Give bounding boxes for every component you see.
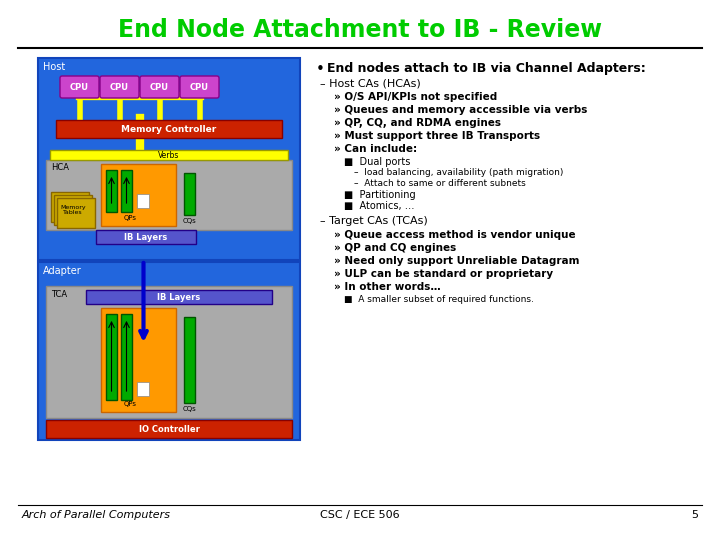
Text: IB Layers: IB Layers [158, 293, 201, 301]
FancyBboxPatch shape [137, 194, 149, 208]
Text: » Can include:: » Can include: [334, 144, 417, 154]
FancyBboxPatch shape [184, 317, 195, 403]
Text: » O/S API/KPIs not specified: » O/S API/KPIs not specified [334, 92, 498, 102]
FancyBboxPatch shape [38, 58, 300, 260]
FancyBboxPatch shape [60, 76, 99, 98]
Text: CPU: CPU [70, 83, 89, 91]
FancyBboxPatch shape [46, 160, 292, 230]
Text: ■  Dual ports: ■ Dual ports [344, 157, 410, 167]
Text: Arch of Parallel Computers: Arch of Parallel Computers [22, 510, 171, 520]
Text: End Node Attachment to IB - Review: End Node Attachment to IB - Review [118, 18, 602, 42]
Text: IO Controller: IO Controller [138, 424, 199, 434]
Text: CPU: CPU [190, 83, 209, 91]
Text: –  load balancing, availability (path migration): – load balancing, availability (path mig… [354, 168, 563, 177]
Text: Adapter: Adapter [43, 266, 82, 276]
FancyBboxPatch shape [106, 314, 117, 400]
Text: – Target CAs (TCAs): – Target CAs (TCAs) [320, 216, 428, 226]
FancyBboxPatch shape [101, 164, 176, 226]
Text: CQs: CQs [183, 406, 197, 412]
Text: ■  Atomics, …: ■ Atomics, … [344, 201, 415, 211]
Text: Host: Host [43, 62, 66, 72]
FancyBboxPatch shape [121, 314, 132, 400]
Text: Memory Controller: Memory Controller [122, 125, 217, 133]
Text: ■  A smaller subset of required functions.: ■ A smaller subset of required functions… [344, 295, 534, 304]
FancyBboxPatch shape [86, 290, 272, 304]
FancyBboxPatch shape [100, 76, 139, 98]
FancyBboxPatch shape [184, 173, 195, 215]
FancyBboxPatch shape [46, 286, 292, 418]
FancyBboxPatch shape [121, 170, 132, 212]
Text: CPU: CPU [150, 83, 169, 91]
FancyBboxPatch shape [96, 230, 196, 244]
Text: HCA: HCA [51, 163, 69, 172]
Text: » In other words…: » In other words… [334, 282, 441, 292]
Text: » Need only support Unreliable Datagram: » Need only support Unreliable Datagram [334, 256, 580, 266]
Text: QPs: QPs [124, 401, 137, 407]
FancyBboxPatch shape [54, 195, 92, 225]
Text: CQs: CQs [183, 218, 197, 224]
Text: CSC / ECE 506: CSC / ECE 506 [320, 510, 400, 520]
FancyBboxPatch shape [50, 150, 288, 160]
Text: 5: 5 [691, 510, 698, 520]
FancyBboxPatch shape [180, 76, 219, 98]
Text: CPU: CPU [110, 83, 129, 91]
Text: •: • [316, 62, 325, 77]
Text: » Queues and memory accessible via verbs: » Queues and memory accessible via verbs [334, 105, 588, 115]
FancyBboxPatch shape [51, 192, 89, 222]
Text: – Host CAs (HCAs): – Host CAs (HCAs) [320, 78, 420, 88]
FancyBboxPatch shape [56, 120, 282, 138]
FancyBboxPatch shape [137, 382, 149, 396]
Text: ■  Partitioning: ■ Partitioning [344, 190, 415, 200]
Text: TCA: TCA [51, 290, 67, 299]
Text: » Queue access method is vendor unique: » Queue access method is vendor unique [334, 230, 575, 240]
Text: QPs: QPs [124, 215, 137, 221]
Text: » Must support three IB Transports: » Must support three IB Transports [334, 131, 540, 141]
Text: –  Attach to same or different subnets: – Attach to same or different subnets [354, 179, 526, 188]
Text: End nodes attach to IB via Channel Adapters:: End nodes attach to IB via Channel Adapt… [327, 62, 646, 75]
Text: Memory
Tables: Memory Tables [60, 205, 86, 215]
FancyBboxPatch shape [101, 308, 176, 412]
Text: IB Layers: IB Layers [125, 233, 168, 241]
FancyBboxPatch shape [57, 198, 95, 228]
Text: » QP and CQ engines: » QP and CQ engines [334, 243, 456, 253]
Text: Verbs: Verbs [158, 151, 180, 159]
FancyBboxPatch shape [140, 76, 179, 98]
Text: » QP, CQ, and RDMA engines: » QP, CQ, and RDMA engines [334, 118, 501, 128]
FancyBboxPatch shape [38, 262, 300, 440]
Text: » ULP can be standard or proprietary: » ULP can be standard or proprietary [334, 269, 553, 279]
FancyBboxPatch shape [46, 420, 292, 438]
FancyBboxPatch shape [106, 170, 117, 212]
